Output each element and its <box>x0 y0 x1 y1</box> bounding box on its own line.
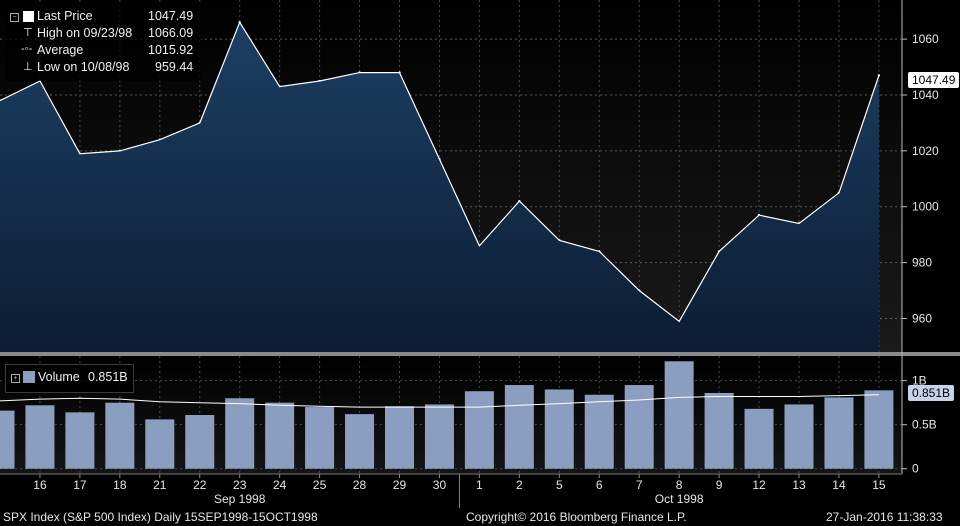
x-tick-label: 14 <box>832 478 846 492</box>
volume-bar <box>864 390 894 469</box>
price-tick-label: 1020 <box>912 144 939 158</box>
x-tick-label: 24 <box>273 478 287 492</box>
price-line <box>0 20 880 323</box>
footer-timestamp: 27-Jan-2016 11:38:33 <box>826 510 943 524</box>
x-tick-label: 7 <box>636 478 643 492</box>
legend-volume-value: 0.851B <box>88 370 128 384</box>
price-tick-label: 960 <box>912 311 932 325</box>
legend-last-price-value: 1047.49 <box>148 9 194 23</box>
x-tick-label: 23 <box>233 478 247 492</box>
x-tick-label: 6 <box>596 478 603 492</box>
price-tick-label: 1000 <box>912 200 939 214</box>
last-price-tag: 1047.49 <box>908 72 960 88</box>
volume-bar <box>345 414 375 469</box>
volume-tick-label: 0 <box>912 462 919 476</box>
volume-bar <box>25 405 55 469</box>
collapse-icon[interactable]: − <box>10 13 19 22</box>
x-tick-label: 22 <box>193 478 207 492</box>
x-month-label: Sep 1998 <box>214 492 266 506</box>
volume-bar <box>664 361 694 469</box>
volume-bar <box>424 404 454 469</box>
high-marker-icon: ⊤ <box>23 27 33 39</box>
volume-bar <box>0 410 15 469</box>
x-tick-label: 16 <box>33 478 47 492</box>
legend-high-label: High on 09/23/98 <box>37 26 133 40</box>
volume-bar <box>65 412 95 469</box>
price-legend: − Last Price 1047.49 ⊤ High on 09/23/98 … <box>5 5 201 81</box>
volume-bar <box>185 415 215 469</box>
x-tick-label: 12 <box>752 478 766 492</box>
x-tick-label: 1 <box>476 478 483 492</box>
price-area <box>0 22 879 353</box>
x-tick-label: 9 <box>716 478 723 492</box>
x-tick-label: 8 <box>676 478 683 492</box>
low-marker-icon: ⊥ <box>23 61 33 73</box>
volume-swatch-icon <box>23 371 35 383</box>
volume-bar <box>624 385 654 469</box>
legend-low-value: 959.44 <box>155 60 194 74</box>
legend-high-value: 1066.09 <box>148 26 194 40</box>
volume-bar <box>504 385 534 469</box>
legend-low-label: Low on 10/08/98 <box>37 60 130 74</box>
volume-tick-label: 0.5B <box>912 418 937 432</box>
volume-bar <box>744 408 774 469</box>
x-tick-label: 21 <box>153 478 167 492</box>
volume-bar <box>544 389 574 469</box>
volume-bar <box>145 419 175 469</box>
x-tick-label: 30 <box>433 478 447 492</box>
last-volume-tag: 0.851B <box>908 385 955 401</box>
x-tick-label: 15 <box>872 478 886 492</box>
legend-last-price-label: Last Price <box>37 9 93 23</box>
price-tick-label: 1060 <box>912 32 939 46</box>
legend-volume-label: Volume <box>38 370 80 384</box>
x-tick-label: 17 <box>73 478 87 492</box>
x-tick-label: 18 <box>113 478 127 492</box>
expand-icon[interactable]: + <box>11 374 20 383</box>
volume-bar <box>704 392 734 469</box>
volume-average-line <box>0 394 879 408</box>
footer-copyright: Copyright© 2016 Bloomberg Finance L.P. <box>466 510 687 524</box>
footer-ticker: SPX Index (S&P 500 Index) Daily 15SEP199… <box>3 510 318 524</box>
volume-bar <box>105 402 135 469</box>
volume-bar <box>584 394 614 469</box>
x-tick-label: 2 <box>516 478 523 492</box>
average-marker-icon: -◦- <box>21 43 33 55</box>
x-month-label: Oct 1998 <box>655 492 704 506</box>
x-tick-label: 29 <box>393 478 407 492</box>
x-tick-label: 13 <box>792 478 806 492</box>
legend-average-label: Average <box>37 43 84 57</box>
volume-tick-label: 1B <box>912 374 927 388</box>
volume-bar <box>824 397 854 469</box>
x-tick-label: 28 <box>353 478 367 492</box>
x-tick-label: 25 <box>313 478 327 492</box>
volume-bar <box>385 406 414 469</box>
legend-average-value: 1015.92 <box>148 43 194 57</box>
volume-bar <box>784 404 814 469</box>
volume-bar <box>265 402 295 469</box>
panel-divider[interactable] <box>0 352 960 356</box>
x-tick-label: 5 <box>556 478 563 492</box>
volume-legend: + Volume 0.851B <box>5 364 134 393</box>
price-tick-label: 980 <box>912 256 932 270</box>
volume-bar <box>225 398 255 469</box>
price-tick-label: 1040 <box>912 88 939 102</box>
volume-bar <box>464 391 494 469</box>
volume-bar <box>305 407 335 469</box>
last-price-swatch-icon <box>23 11 34 22</box>
